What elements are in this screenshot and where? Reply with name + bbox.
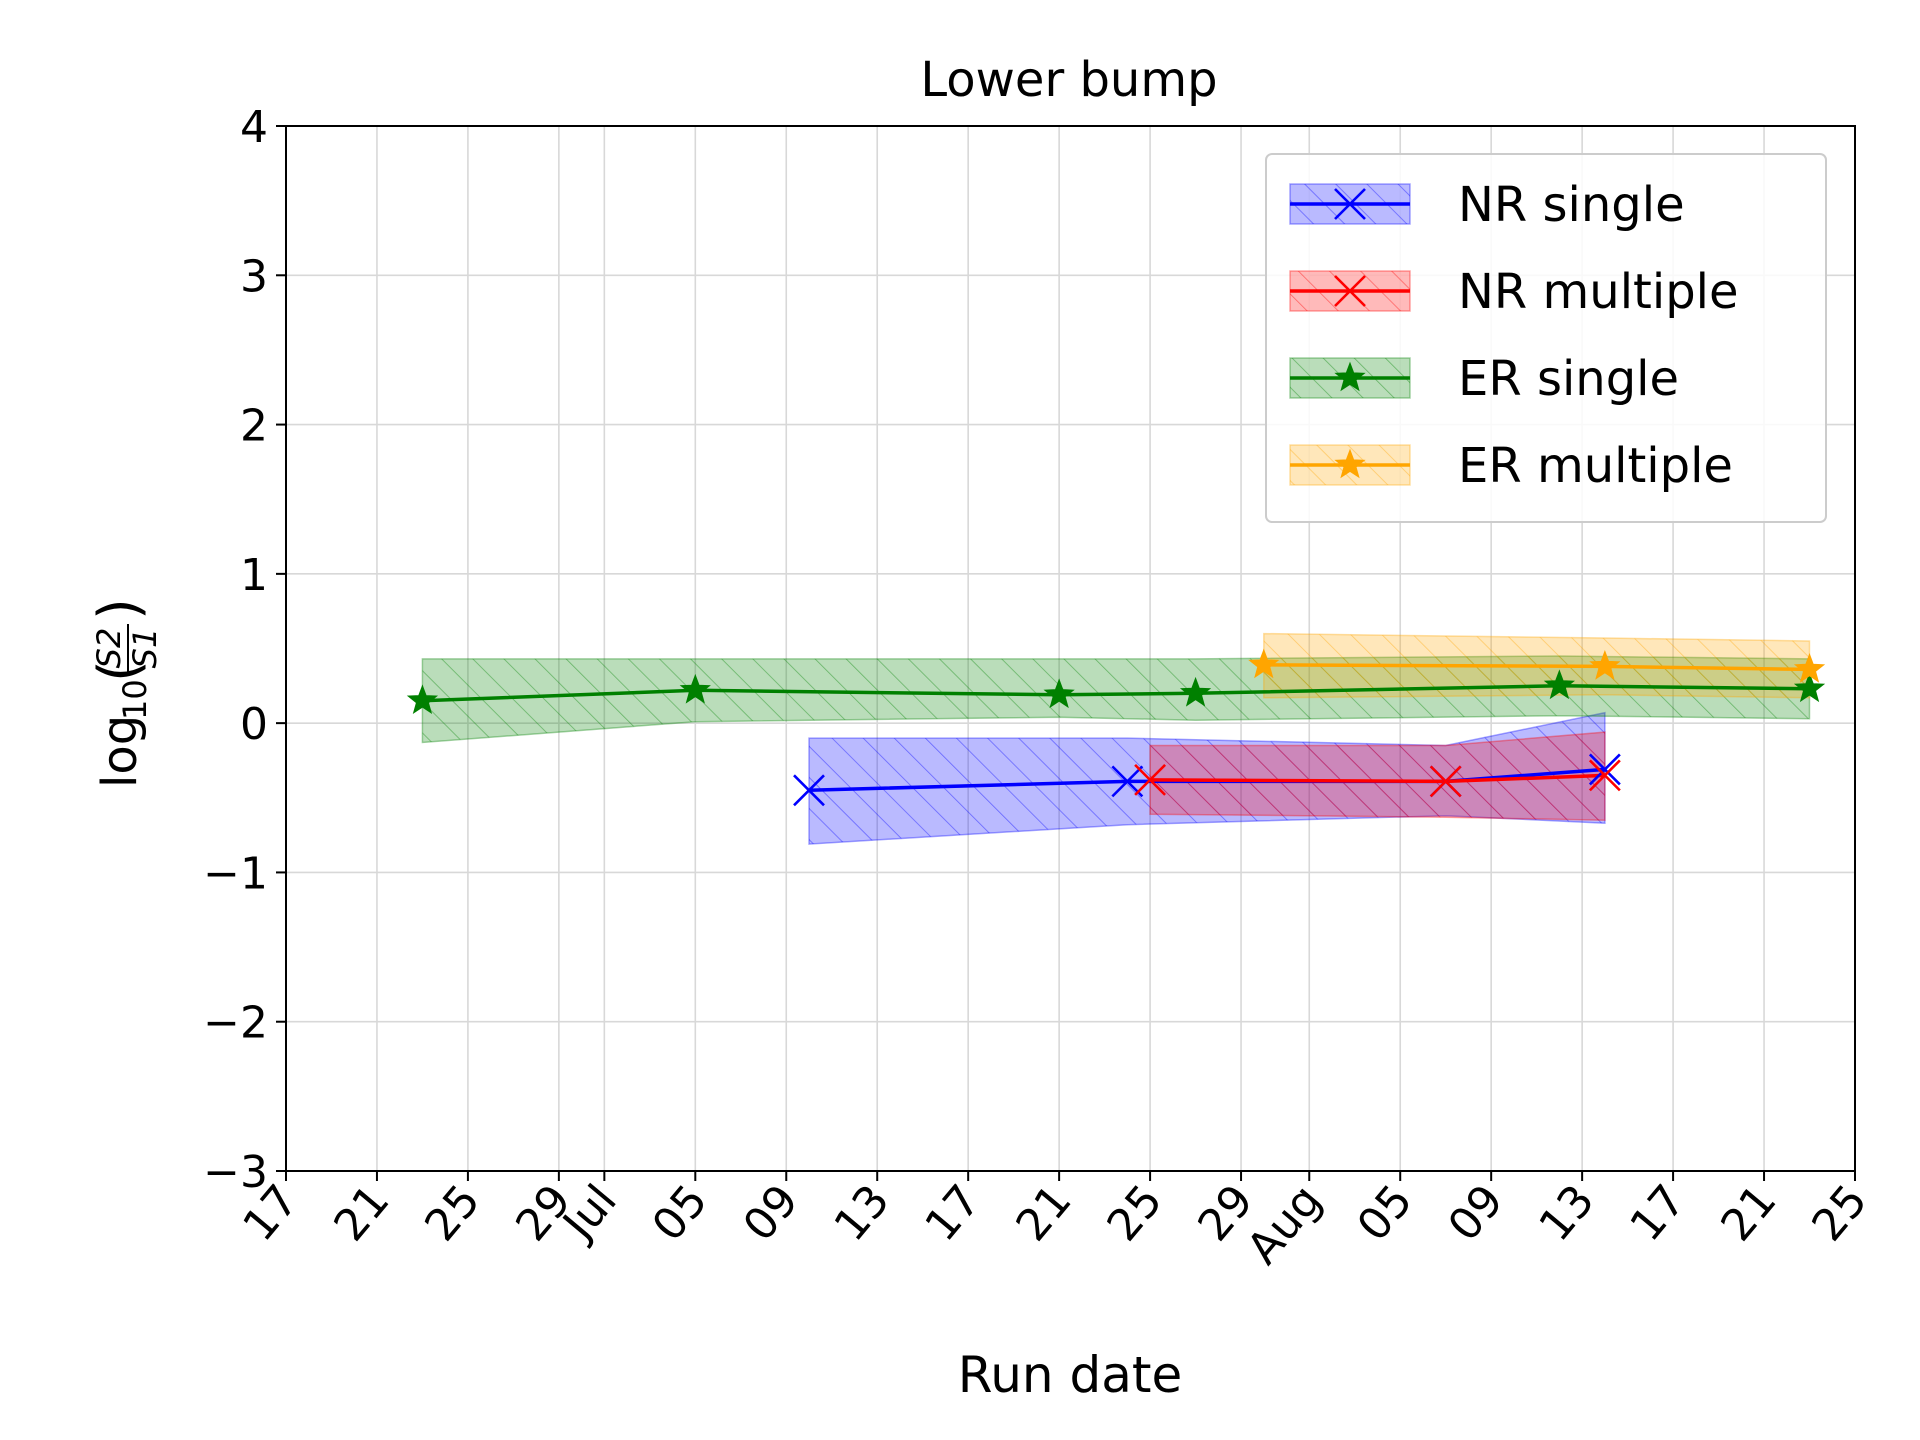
y-tick-label: 4	[240, 102, 268, 153]
y-tick-label: −3	[203, 1147, 268, 1198]
point-er-multiple	[1248, 648, 1280, 679]
y-axis-label-sub: 10	[116, 679, 154, 720]
y-tick-label: −2	[203, 998, 268, 1049]
legend-marker-er-single	[1334, 361, 1366, 392]
x-tick-label: 09	[1439, 1175, 1514, 1251]
point-er-multiple	[1793, 652, 1826, 683]
plot-frame	[285, 125, 1856, 1172]
band-hatch-nr-multiple	[1150, 732, 1605, 821]
point-er-single	[1543, 669, 1576, 700]
legend-box	[1265, 153, 1827, 523]
x-tick-label: 21	[324, 1175, 399, 1251]
point-nr-single	[1588, 753, 1621, 786]
legend-label-nr-single: NR single	[1458, 177, 1685, 233]
x-tick-label: 25	[1802, 1175, 1877, 1251]
x-tick-label: 09	[734, 1175, 809, 1251]
point-nr-multiple	[1588, 759, 1621, 792]
y-tick-label: 2	[240, 401, 268, 452]
y-axis-label-log: log	[92, 715, 148, 788]
x-tick-label: 25	[1097, 1175, 1172, 1251]
y-tick-label: 1	[240, 550, 268, 601]
x-tick-label: 21	[1006, 1175, 1081, 1251]
y-tick-label: −1	[203, 848, 268, 899]
y-axis-label-lparen: (	[87, 660, 152, 682]
x-tick-label: 21	[1711, 1175, 1786, 1251]
point-er-single	[679, 673, 711, 704]
point-er-single	[1793, 672, 1826, 703]
y-axis: −3 −2 −1 0 1 2 3 4	[203, 102, 286, 1198]
x-tick-label: 17	[916, 1175, 991, 1251]
point-nr-multiple	[1134, 763, 1167, 796]
x-tick-label: Jul	[552, 1175, 627, 1251]
chart-title: Lower bump	[920, 52, 1217, 108]
legend-marker-nr-multiple	[1334, 275, 1366, 307]
y-tick-label: 3	[240, 251, 268, 302]
line-er-single	[422, 684, 1810, 703]
legend: NR single NR multiple ER single ER multiple	[1265, 153, 1827, 523]
y-axis-label-num: S2	[90, 628, 128, 669]
point-er-multiple	[1589, 649, 1621, 680]
x-tick-label: 13	[825, 1175, 900, 1251]
y-tick-label: 0	[240, 699, 268, 750]
y-axis-label: log 10 ( S2 S1 )	[87, 598, 164, 788]
point-er-single	[406, 684, 439, 715]
legend-marker-er-multiple	[1334, 448, 1366, 479]
point-nr-single	[793, 774, 825, 807]
x-tick-label: 17	[1620, 1175, 1695, 1251]
x-tick-label: Aug	[1237, 1175, 1331, 1274]
legend-label-er-multiple: ER multiple	[1458, 438, 1733, 494]
x-tick-label: 13	[1529, 1175, 1604, 1251]
point-er-single	[1043, 678, 1075, 709]
x-tick-label: 05	[643, 1175, 718, 1251]
legend-label-nr-multiple: NR multiple	[1458, 264, 1739, 320]
x-axis-label: Run date	[958, 1346, 1183, 1404]
point-er-single	[1179, 676, 1212, 707]
point-nr-multiple	[1429, 765, 1462, 798]
x-tick-label: 05	[1348, 1175, 1423, 1251]
x-tick-label: 25	[415, 1175, 490, 1251]
y-axis-label-rparen: )	[87, 598, 152, 620]
y-axis-label-den: S1	[126, 628, 164, 669]
series-markers	[406, 648, 1826, 807]
legend-label-er-single: ER single	[1458, 351, 1679, 407]
legend-marker-nr-single	[1334, 188, 1366, 220]
